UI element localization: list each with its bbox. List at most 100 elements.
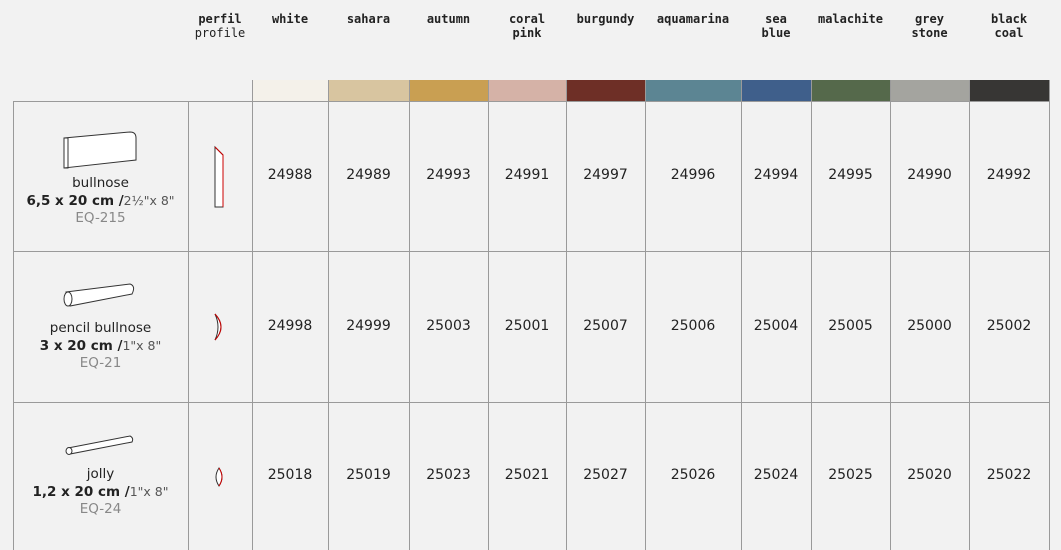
article-code: 25022 xyxy=(986,467,1032,483)
column-border xyxy=(409,101,410,550)
product-info: jolly 1,2 x 20 cm /1"x 8" EQ-24 xyxy=(13,466,188,518)
color-swatch xyxy=(890,80,969,101)
color-header: sea blue xyxy=(741,12,811,40)
article-code: 25001 xyxy=(504,317,550,334)
size-imperial: 1"x 8" xyxy=(129,484,169,499)
size-metric: 6,5 x 20 cm / xyxy=(26,193,124,209)
swatch-separator xyxy=(328,80,329,101)
article-code: 25024 xyxy=(753,467,799,483)
swatch-separator xyxy=(741,80,742,101)
header-line: perfil xyxy=(198,12,242,26)
color-swatch xyxy=(969,80,1049,101)
tile-icon xyxy=(60,280,140,318)
article-code: 25020 xyxy=(907,467,952,483)
article-code: 25005 xyxy=(828,317,873,334)
color-swatch xyxy=(328,80,409,101)
product-name: jolly xyxy=(86,466,115,482)
color-swatch xyxy=(566,80,645,101)
color-header: coral pink xyxy=(488,12,566,40)
swatch-separator xyxy=(1049,80,1050,101)
article-code: 25003 xyxy=(426,317,471,334)
color-header: black coal xyxy=(969,12,1049,40)
article-code: 25023 xyxy=(426,467,471,483)
article-code: 24995 xyxy=(828,167,873,183)
header-line: sea xyxy=(765,12,787,26)
column-border xyxy=(188,101,189,550)
color-header: sahara xyxy=(328,12,409,26)
article-code: 24998 xyxy=(267,317,313,334)
swatch-separator xyxy=(409,80,410,101)
header-line: profile xyxy=(194,26,246,40)
color-header: grey stone xyxy=(890,12,969,40)
column-border xyxy=(890,101,891,550)
article-code: 25004 xyxy=(753,317,799,334)
article-code: 24996 xyxy=(670,167,716,183)
header-line: malachite xyxy=(817,12,884,26)
product-code: EQ-24 xyxy=(79,501,122,517)
article-code: 25026 xyxy=(670,467,716,483)
profile-header: perfil profile xyxy=(188,12,252,40)
header-line: burgundy xyxy=(576,12,635,26)
color-header: white xyxy=(252,12,328,26)
product-code: EQ-215 xyxy=(75,210,126,226)
article-code: 25000 xyxy=(907,317,952,334)
header-line: coal xyxy=(994,26,1024,40)
size-metric: 1,2 x 20 cm / xyxy=(32,484,130,500)
color-header: malachite xyxy=(811,12,890,26)
column-border xyxy=(328,101,329,550)
article-code: 25025 xyxy=(828,467,873,483)
color-header: aquamarina xyxy=(645,12,741,26)
size-imperial: 2½"x 8" xyxy=(123,193,175,208)
color-swatch xyxy=(741,80,811,101)
header-line: sahara xyxy=(346,12,391,26)
article-code: 25006 xyxy=(670,317,716,334)
size-metric: 3 x 20 cm / xyxy=(39,338,123,354)
size-imperial: 1"x 8" xyxy=(122,338,162,353)
swatch-separator xyxy=(969,80,970,101)
header-line: white xyxy=(271,12,309,26)
product-info: bullnose 6,5 x 20 cm /2½"x 8" EQ-215 xyxy=(13,175,188,227)
profile-icon xyxy=(212,312,228,346)
color-swatch xyxy=(409,80,488,101)
profile-icon xyxy=(212,466,226,492)
article-code: 24993 xyxy=(426,167,471,183)
article-code: 25027 xyxy=(583,467,628,483)
tile-icon xyxy=(60,432,140,464)
color-header: autumn xyxy=(409,12,488,26)
column-border xyxy=(566,101,567,550)
column-border xyxy=(741,101,742,550)
swatch-separator xyxy=(252,80,253,101)
column-border xyxy=(488,101,489,550)
article-code: 24992 xyxy=(986,167,1032,183)
article-code: 24994 xyxy=(753,167,799,183)
header-line: pink xyxy=(512,26,542,40)
article-code: 24991 xyxy=(504,167,550,183)
color-swatch xyxy=(488,80,566,101)
swatch-separator xyxy=(645,80,646,101)
article-code: 24997 xyxy=(583,167,628,183)
color-swatch xyxy=(645,80,741,101)
header-line: autumn xyxy=(426,12,471,26)
swatch-separator xyxy=(566,80,567,101)
column-border xyxy=(252,101,253,550)
article-code: 24988 xyxy=(267,167,313,183)
column-border xyxy=(1049,101,1050,550)
article-code: 24990 xyxy=(907,167,952,183)
column-border xyxy=(645,101,646,550)
table-border xyxy=(13,101,1049,102)
profile-icon xyxy=(212,145,226,213)
swatch-separator xyxy=(488,80,489,101)
swatch-separator xyxy=(811,80,812,101)
product-info: pencil bullnose 3 x 20 cm /1"x 8" EQ-21 xyxy=(13,320,188,372)
product-name: pencil bullnose xyxy=(49,320,152,336)
color-swatch xyxy=(811,80,890,101)
column-border xyxy=(969,101,970,550)
header-line: black xyxy=(990,12,1028,26)
color-header: burgundy xyxy=(566,12,645,26)
header-line: blue xyxy=(761,26,791,40)
header-line: grey xyxy=(915,12,944,26)
article-code: 24999 xyxy=(346,317,391,334)
product-name: bullnose xyxy=(72,175,129,191)
header-line: aquamarina xyxy=(656,12,730,26)
